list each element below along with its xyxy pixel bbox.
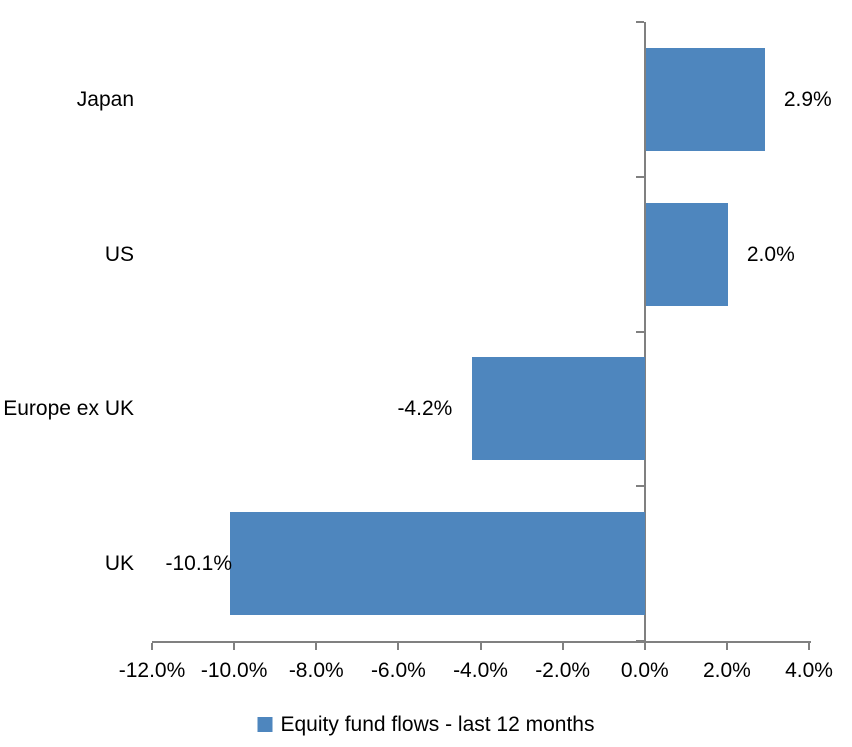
category-label: Japan bbox=[76, 87, 134, 111]
value-axis-tick bbox=[643, 643, 646, 650]
value-axis-tick-label: 4.0% bbox=[785, 659, 833, 682]
value-axis-tick bbox=[725, 643, 728, 650]
bar-uk bbox=[230, 512, 645, 616]
category-axis-line bbox=[643, 22, 646, 643]
category-axis-tick bbox=[635, 330, 644, 333]
data-label: 2.0% bbox=[746, 242, 795, 266]
data-label: -4.2% bbox=[397, 397, 453, 421]
value-axis-tick-label: -4.0% bbox=[453, 659, 508, 682]
value-axis-tick bbox=[479, 643, 482, 650]
value-axis-tick bbox=[151, 643, 153, 650]
category-axis-tick bbox=[635, 175, 644, 178]
legend: Equity fund flows - last 12 months bbox=[257, 712, 595, 737]
value-axis-tick-label: -12.0% bbox=[118, 659, 186, 682]
value-axis-tick bbox=[233, 643, 236, 650]
legend-label: Equity fund flows - last 12 months bbox=[280, 713, 595, 736]
value-axis-tick-label: -8.0% bbox=[288, 659, 344, 682]
legend-swatch bbox=[257, 717, 273, 732]
value-axis-tick bbox=[561, 643, 564, 650]
category-label: UK bbox=[104, 552, 134, 576]
bar-europe-ex-uk bbox=[472, 357, 645, 461]
value-axis-tick-label: -10.0% bbox=[200, 659, 268, 682]
value-axis-tick bbox=[397, 643, 400, 650]
category-label: Europe ex UK bbox=[3, 397, 134, 421]
value-axis-tick bbox=[808, 643, 810, 650]
value-axis-tick bbox=[315, 643, 318, 650]
value-axis-tick-label: -6.0% bbox=[370, 659, 426, 682]
value-axis-tick-label: -2.0% bbox=[535, 659, 591, 682]
value-axis-line bbox=[152, 641, 811, 643]
category-label: US bbox=[104, 242, 134, 266]
data-label: 2.9% bbox=[783, 87, 832, 111]
value-axis-tick-label: 0.0% bbox=[620, 659, 669, 682]
category-axis-tick bbox=[635, 640, 644, 642]
value-axis-tick-label: 2.0% bbox=[702, 659, 751, 682]
category-axis-tick bbox=[635, 21, 644, 23]
bar-us bbox=[645, 202, 728, 306]
data-label: -10.1% bbox=[165, 552, 233, 576]
bar-japan bbox=[645, 47, 765, 151]
category-axis-tick bbox=[635, 485, 644, 488]
